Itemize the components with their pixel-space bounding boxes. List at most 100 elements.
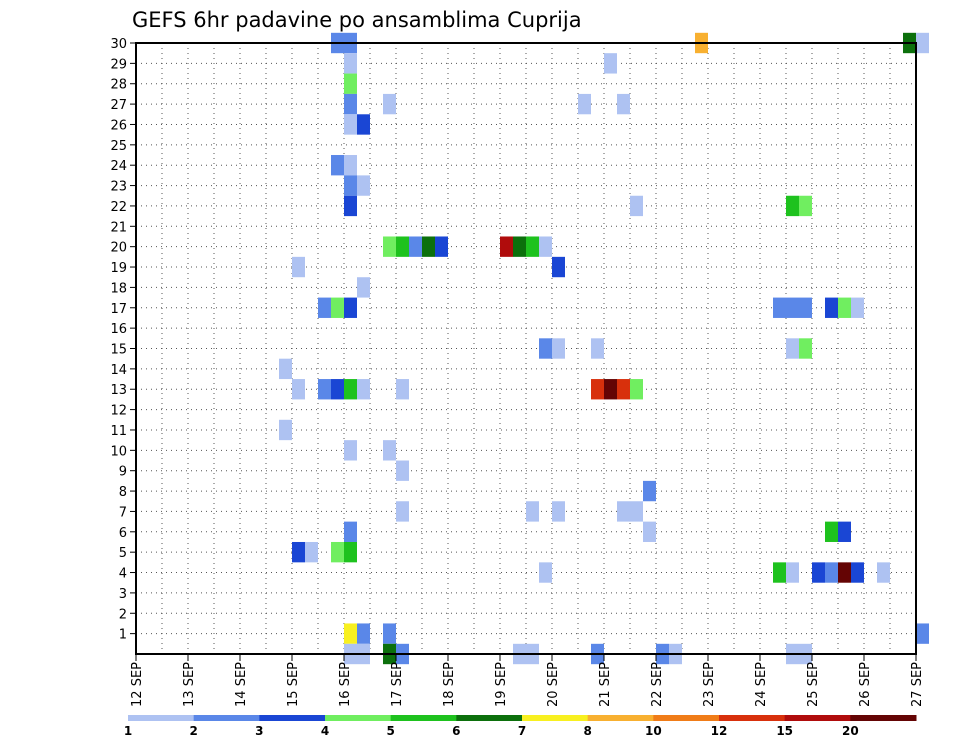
heatmap-cell bbox=[643, 521, 656, 542]
heatmap-cell bbox=[799, 338, 812, 359]
heatmap-cell bbox=[773, 297, 812, 318]
colorbar-swatch bbox=[193, 715, 260, 721]
heatmap-cell bbox=[279, 419, 292, 441]
heatmap-cell bbox=[331, 297, 344, 318]
colorbar-swatch bbox=[522, 715, 589, 721]
y-tick-label: 4 bbox=[119, 567, 127, 582]
x-tick-label: 24 SEP bbox=[754, 662, 769, 707]
y-tick-label: 14 bbox=[110, 363, 127, 378]
colorbar-legend: 1 2 3 4 5 6 7 8 10 12 15 20 bbox=[124, 715, 917, 738]
heatmap-cell bbox=[396, 460, 409, 481]
heatmap-cell bbox=[617, 501, 643, 522]
colorbar-label: 1 bbox=[124, 724, 132, 738]
colorbar-swatch bbox=[587, 715, 654, 721]
heatmap-cell bbox=[344, 379, 357, 400]
y-tick-label: 2 bbox=[119, 607, 127, 622]
heatmap-cell bbox=[773, 562, 786, 583]
heatmap-cell bbox=[539, 562, 552, 583]
heatmap-cell bbox=[435, 236, 448, 257]
colorbar-label: 5 bbox=[386, 724, 394, 738]
heatmap-cell bbox=[825, 297, 838, 318]
heatmap-cell bbox=[422, 236, 435, 257]
chart-title: GEFS 6hr padavine po ansamblima Cuprija bbox=[132, 8, 582, 32]
y-tick-label: 27 bbox=[110, 98, 127, 113]
y-tick-label: 23 bbox=[110, 180, 127, 195]
heatmap-cell bbox=[526, 501, 539, 522]
heatmap-cell bbox=[344, 297, 357, 318]
colorbar-label: 4 bbox=[321, 724, 329, 738]
heatmap-cell bbox=[604, 53, 617, 74]
heatmap-cell bbox=[812, 562, 825, 583]
y-tick-label: 9 bbox=[119, 465, 127, 480]
heatmap-cell bbox=[539, 338, 552, 359]
colorbar-label: 6 bbox=[452, 724, 460, 738]
heatmap-cell bbox=[331, 379, 344, 400]
y-tick-label: 7 bbox=[119, 505, 127, 520]
y-tick-label: 13 bbox=[110, 383, 127, 398]
y-axis-ticks: 1234567891011121314151617181920212223242… bbox=[110, 37, 136, 643]
heatmap-cell bbox=[396, 501, 409, 522]
heatmap-cell bbox=[344, 521, 357, 542]
colorbar-label: 8 bbox=[583, 724, 591, 738]
colorbar-swatch bbox=[653, 715, 720, 721]
x-tick-label: 27 SEP bbox=[910, 662, 925, 707]
y-tick-label: 28 bbox=[110, 78, 127, 93]
y-tick-label: 29 bbox=[110, 57, 127, 72]
x-tick-label: 23 SEP bbox=[702, 662, 717, 707]
x-tick-label: 22 SEP bbox=[650, 662, 665, 707]
x-axis-ticks: 12 SEP 13 SEP 14 SEP 15 SEP 16 SEP 17 SEP 18 S… bbox=[130, 654, 925, 707]
heatmap-cell bbox=[838, 562, 851, 583]
heatmap-cell bbox=[591, 338, 604, 359]
colorbar-swatch bbox=[719, 715, 786, 721]
heatmap-cell bbox=[838, 297, 851, 318]
heatmap-cell bbox=[305, 541, 318, 563]
y-tick-label: 11 bbox=[110, 424, 127, 439]
x-tick-label: 18 SEP bbox=[442, 662, 457, 707]
heatmap-cell bbox=[916, 32, 929, 54]
x-tick-label: 13 SEP bbox=[182, 662, 197, 707]
heatmap-cell bbox=[357, 114, 370, 135]
heatmap-cell bbox=[786, 562, 799, 583]
heatmap-cell bbox=[799, 195, 812, 217]
colorbar-label: 12 bbox=[711, 724, 728, 738]
heatmap-cell bbox=[825, 562, 838, 583]
colorbar-swatch bbox=[259, 715, 326, 721]
heatmap-cell bbox=[838, 521, 851, 542]
colorbar-swatch bbox=[784, 715, 851, 721]
heatmap-cell bbox=[526, 236, 539, 257]
x-tick-label: 14 SEP bbox=[234, 662, 249, 707]
heatmap-cell bbox=[383, 440, 396, 461]
heatmap-cell bbox=[344, 155, 357, 176]
colorbar-label: 15 bbox=[776, 724, 793, 738]
y-tick-label: 18 bbox=[110, 281, 127, 296]
y-tick-label: 17 bbox=[110, 302, 127, 317]
colorbar-swatch bbox=[128, 715, 195, 721]
y-tick-label: 5 bbox=[119, 546, 127, 561]
heatmap-cell bbox=[877, 562, 890, 583]
heatmap-cell bbox=[825, 521, 838, 542]
heatmap-cells bbox=[279, 32, 929, 665]
heatmap-cell bbox=[552, 501, 565, 522]
y-tick-label: 8 bbox=[119, 485, 127, 500]
y-tick-label: 15 bbox=[110, 343, 127, 358]
x-tick-label: 19 SEP bbox=[494, 662, 509, 707]
heatmap-cell bbox=[292, 541, 305, 563]
heatmap-cell bbox=[552, 256, 565, 278]
heatmap-cell bbox=[578, 93, 591, 115]
heatmap-cell bbox=[604, 379, 617, 400]
heatmap-cell bbox=[851, 297, 864, 318]
y-tick-label: 22 bbox=[110, 200, 127, 215]
heatmap-cell bbox=[617, 379, 630, 400]
heatmap-cell bbox=[292, 379, 305, 400]
x-tick-label: 26 SEP bbox=[858, 662, 873, 707]
y-tick-label: 10 bbox=[110, 444, 127, 459]
x-tick-label: 21 SEP bbox=[598, 662, 613, 707]
colorbar-label: 3 bbox=[255, 724, 263, 738]
y-tick-label: 25 bbox=[110, 139, 127, 154]
y-tick-label: 20 bbox=[110, 241, 127, 256]
heatmap-cell bbox=[383, 236, 396, 257]
heatmap-cell bbox=[344, 175, 357, 196]
heatmap-cell bbox=[396, 379, 409, 400]
heatmap-cell bbox=[292, 256, 305, 278]
colorbar-label: 2 bbox=[189, 724, 197, 738]
